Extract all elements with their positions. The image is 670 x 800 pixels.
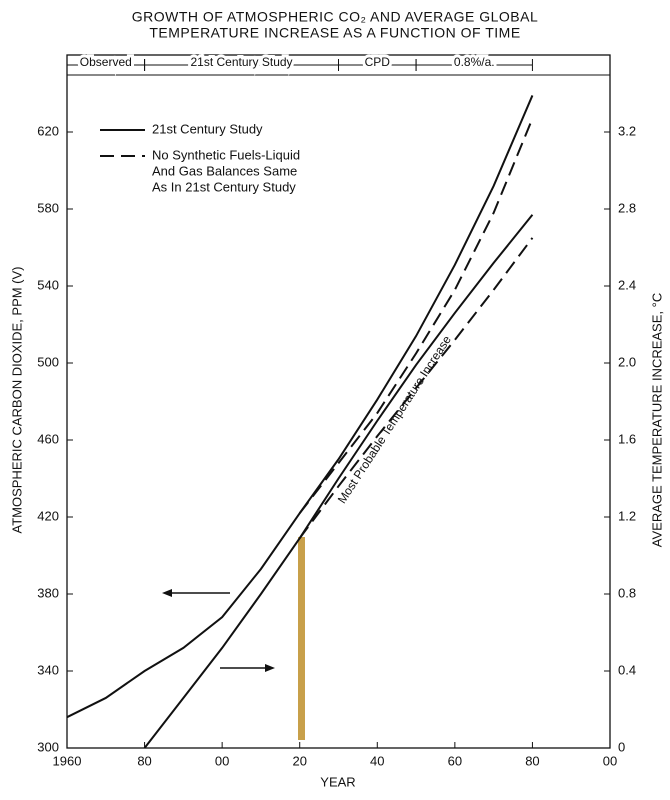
arrow-head: [162, 589, 172, 597]
y-tick-label: 620: [37, 123, 59, 138]
series-line: [143, 214, 534, 749]
y-tick-label: 300: [37, 739, 59, 754]
y2-tick-label: 1.2: [618, 508, 636, 523]
x-tick-label: 20: [292, 753, 306, 768]
chart-title: GROWTH OF ATMOSPHERIC CO₂ AND AVERAGE GL…: [132, 9, 539, 25]
legend-label: 21st Century Study: [152, 121, 263, 136]
plot-frame: [66, 54, 611, 749]
y-tick-label: 460: [37, 431, 59, 446]
y2-tick-label: 2.0: [618, 354, 636, 369]
y-tick-label: 540: [37, 277, 59, 292]
x-axis-title: YEAR: [320, 774, 355, 789]
x-tick-label: 80: [525, 753, 539, 768]
x-tick-label: 60: [448, 753, 462, 768]
series-line: [66, 95, 534, 719]
y-tick-label: 340: [37, 662, 59, 677]
legend-label: And Gas Balances Same: [152, 163, 297, 178]
phase-label: 0.8%/a.: [454, 55, 495, 69]
phase-label: CPD: [365, 55, 391, 69]
phase-label: Observed: [80, 55, 132, 69]
x-tick-label: 00: [603, 753, 617, 768]
x-tick-label: 00: [215, 753, 229, 768]
arrow-head: [265, 664, 275, 672]
y2-tick-label: 0.4: [618, 662, 636, 677]
x-tick-label: 80: [137, 753, 151, 768]
y2-tick-label: 0.8: [618, 585, 636, 600]
y2-tick-label: 0: [618, 739, 625, 754]
legend-label: No Synthetic Fuels-Liquid: [152, 147, 300, 162]
x-tick-label: 1960: [53, 753, 82, 768]
x-tick-label: 40: [370, 753, 384, 768]
y-tick-label: 500: [37, 354, 59, 369]
highlight-marker: [298, 537, 305, 740]
y-tick-label: 380: [37, 585, 59, 600]
y2-tick-label: 2.8: [618, 200, 636, 215]
legend-label: As In 21st Century Study: [152, 179, 296, 194]
y2-axis-title: AVERAGE TEMPERATURE INCREASE, °C: [649, 293, 664, 547]
y-axis-title: ATMOSPHERIC CARBON DIOXIDE, PPM (V): [9, 266, 24, 533]
y2-tick-label: 3.2: [618, 123, 636, 138]
series-line: [298, 237, 534, 539]
chart-title: TEMPERATURE INCREASE AS A FUNCTION OF TI…: [149, 25, 520, 41]
y-tick-label: 420: [37, 508, 59, 523]
annotation: Most Probable Temperature Increase: [335, 333, 454, 506]
y2-tick-label: 1.6: [618, 431, 636, 446]
phase-label: 21st Century Study: [191, 55, 293, 69]
y2-tick-label: 2.4: [618, 277, 636, 292]
series-line: [298, 118, 534, 514]
y-tick-label: 580: [37, 200, 59, 215]
